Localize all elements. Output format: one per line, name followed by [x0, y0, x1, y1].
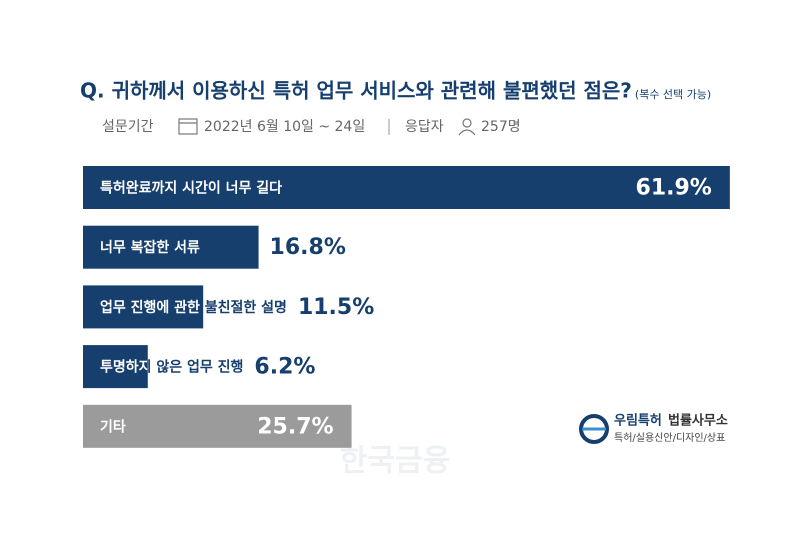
bar-label: 너무 복잡한 서류	[100, 239, 200, 256]
value-label: 16.8%	[270, 235, 346, 260]
bar-label: 특허완료까지 시간이 너무 길다	[100, 180, 282, 197]
logo-tagline: 특허/실용신안/디자인/상표	[614, 432, 725, 444]
calendar-icon	[178, 118, 198, 135]
bar-label: 업무 진행에 관한 불친절한 설명	[100, 299, 287, 316]
bar-label: 너무 복잡한 서류	[100, 239, 200, 256]
value-label: 6.2%	[254, 355, 315, 380]
bar	[83, 166, 730, 209]
bar-label: 투명하지 않은 업무 진행	[100, 359, 243, 376]
bar	[83, 345, 148, 389]
value-label: 25.7%	[257, 414, 333, 439]
watermark: 한국금융	[340, 444, 450, 479]
person-icon	[458, 118, 476, 136]
bar-label: 기타	[100, 419, 126, 435]
logo-name-bold: 우림특허	[614, 413, 662, 429]
chart-title: Q. 귀하께서 이용하신 특허 업무 서비스와 관련해 불편했던 점은?	[80, 79, 632, 103]
bar-label: 투명하지 않은 업무 진행	[100, 359, 243, 376]
respondents-label: 응답자	[405, 119, 444, 135]
bar	[83, 225, 259, 269]
title-note: (복수 선택 가능)	[635, 88, 711, 101]
bar-label: 업무 진행에 관한 불친절한 설명	[100, 299, 287, 316]
value-label: 61.9%	[636, 176, 712, 201]
bar	[83, 404, 352, 448]
survey-period: 2022년 6월 10일 ~ 24일	[204, 119, 365, 135]
respondents: 257명	[481, 119, 521, 135]
survey-label: 설문기간	[102, 119, 154, 135]
bar	[83, 285, 204, 329]
bar-label: 특허완료까지 시간이 너무 길다	[100, 180, 282, 197]
value-label: 11.5%	[298, 295, 374, 320]
bar-label: 기타	[100, 419, 126, 435]
logo: 우림특허 법률사무소 특허/실용신안/디자인/상표	[579, 413, 728, 444]
logo-name: 법률사무소	[668, 413, 728, 429]
